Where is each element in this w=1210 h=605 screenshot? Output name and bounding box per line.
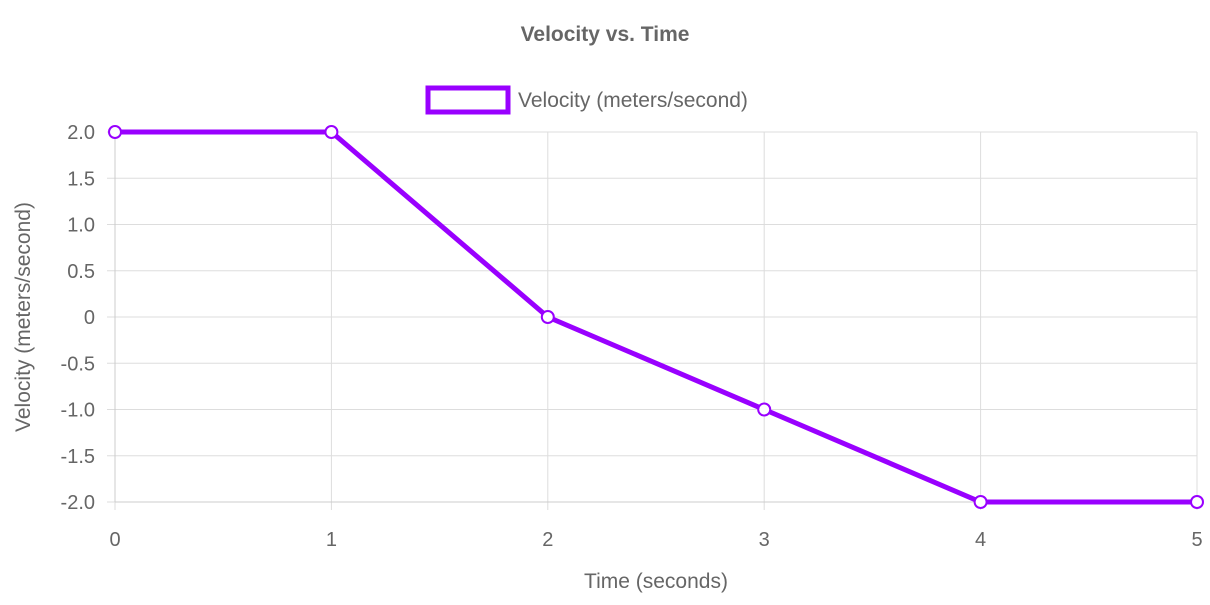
legend[interactable]: Velocity (meters/second)	[425, 85, 748, 115]
x-tick-label: 5	[1191, 529, 1202, 551]
data-point[interactable]	[1190, 495, 1204, 509]
x-tick-label: 2	[542, 529, 553, 551]
x-axis-label: Time (seconds)	[584, 570, 728, 593]
y-tick-label: -2.0	[61, 492, 95, 514]
chart-title: Velocity vs. Time	[521, 23, 690, 46]
grid	[107, 131, 1198, 510]
data-point[interactable]	[540, 310, 555, 324]
data-point[interactable]	[108, 125, 122, 139]
series-velocity	[108, 125, 1204, 509]
data-point[interactable]	[324, 125, 339, 139]
series-line	[115, 129, 1197, 505]
y-axis-label: Velocity (meters/second)	[12, 202, 35, 432]
y-tick-label: 2.0	[67, 122, 95, 144]
x-tick-label: 4	[975, 529, 986, 551]
legend-label[interactable]: Velocity (meters/second)	[518, 89, 748, 112]
x-axis-ticks: 0 1 2 3 4 5	[109, 529, 1202, 551]
y-axis-ticks: 2.0 1.5 1.0 0.5 0 -0.5 -1.0 -1.5 -2.0	[61, 122, 95, 514]
y-tick-label: 0.5	[67, 261, 95, 283]
y-tick-label: -1.0	[61, 400, 95, 422]
data-point[interactable]	[757, 402, 772, 417]
y-tick-label: -1.5	[61, 446, 95, 468]
y-tick-label: -0.5	[61, 353, 95, 375]
y-tick-label: 1.0	[67, 215, 95, 237]
y-tick-label: 0	[84, 307, 95, 329]
data-point[interactable]	[973, 495, 988, 509]
legend-swatch[interactable]	[425, 85, 511, 115]
y-tick-label: 1.5	[67, 168, 95, 190]
x-tick-label: 1	[326, 529, 337, 551]
x-tick-label: 3	[759, 529, 770, 551]
x-tick-label: 0	[109, 529, 120, 551]
